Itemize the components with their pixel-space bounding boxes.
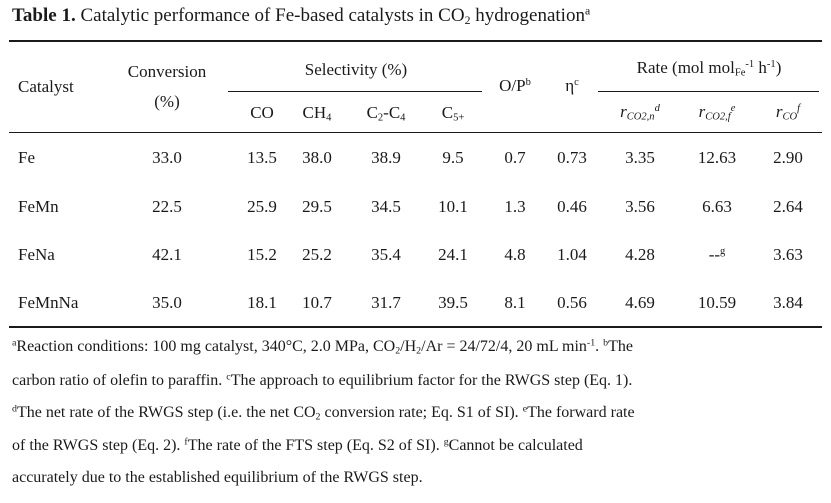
cell-rco2n: 4.28: [625, 245, 655, 264]
cell-eta: 0.56: [557, 293, 587, 312]
cell-co: 18.1: [247, 293, 277, 312]
row-catalyst: FeMnNa: [18, 293, 79, 312]
cell-conversion: 33.0: [152, 148, 182, 167]
header-conversion: Conversion: [127, 62, 207, 81]
header-catalyst: Catalyst: [18, 77, 74, 96]
cell-co: 25.9: [247, 197, 277, 216]
cell-op: 1.3: [504, 197, 526, 216]
cell-rco: 3.63: [773, 245, 803, 264]
cell-co: 15.2: [247, 245, 277, 264]
footnote-line-4: of the RWGS step (Eq. 2). fThe rate of t…: [12, 436, 583, 454]
footnote-line-1: aReaction conditions: 100 mg catalyst, 3…: [12, 337, 633, 357]
cell-op: 8.1: [504, 293, 526, 312]
cell-eta: 0.46: [557, 197, 587, 216]
caption-text: Catalytic performance of Fe-based cataly…: [75, 5, 465, 26]
header-rco2f: rCO2,fe: [698, 102, 736, 123]
table-label: Table 1.: [12, 5, 76, 26]
top-rule: [9, 40, 822, 42]
cell-c5: 24.1: [438, 245, 468, 264]
selectivity-rule: [228, 91, 482, 92]
header-selectivity: Selectivity (%): [304, 60, 408, 79]
cell-ch4: 10.7: [302, 293, 332, 312]
cell-c2c4: 34.5: [371, 197, 401, 216]
cell-conversion: 35.0: [152, 293, 182, 312]
footnote-line-3: dThe net rate of the RWGS step (i.e. the…: [12, 403, 635, 423]
header-op: O/Pb: [499, 76, 531, 95]
cell-ch4: 29.5: [302, 197, 332, 216]
cell-rco2f: 12.63: [697, 148, 737, 167]
cell-op: 0.7: [504, 148, 526, 167]
caption-footnote-mark: a: [584, 4, 591, 18]
header-ch4: CH4: [302, 103, 332, 124]
row-catalyst: FeNa: [18, 245, 55, 264]
cell-c2c4: 31.7: [371, 293, 401, 312]
header-conversion-unit: (%): [154, 92, 180, 111]
cell-eta: 0.73: [557, 148, 587, 167]
table-caption: Table 1. Catalytic performance of Fe-bas…: [12, 5, 590, 27]
header-rate: Rate (mol molFe-1 h-1): [636, 58, 782, 79]
cell-c5: 9.5: [442, 148, 464, 167]
cell-conversion: 22.5: [152, 197, 182, 216]
header-c5: C5+: [441, 103, 465, 124]
cell-rco2f: --g: [708, 245, 726, 264]
cell-rco: 3.84: [773, 293, 803, 312]
cell-op: 4.8: [504, 245, 526, 264]
cell-c2c4: 38.9: [371, 148, 401, 167]
header-c2c4: C2-C4: [366, 103, 406, 124]
cell-rco: 2.64: [773, 197, 803, 216]
header-rco: rCOf: [775, 102, 801, 123]
header-eta: ηc: [565, 76, 579, 95]
cell-rco2f: 6.63: [702, 197, 732, 216]
cell-c5: 39.5: [438, 293, 468, 312]
footnote-line-2: carbon ratio of olefin to paraffin. cThe…: [12, 371, 633, 389]
cell-conversion: 42.1: [152, 245, 182, 264]
cell-c5: 10.1: [438, 197, 468, 216]
cell-eta: 1.04: [557, 245, 587, 264]
cell-rco2n: 3.35: [625, 148, 655, 167]
cell-rco2f: 10.59: [697, 293, 737, 312]
cell-c2c4: 35.4: [371, 245, 401, 264]
rate-rule: [598, 91, 819, 92]
cell-rco: 2.90: [773, 148, 803, 167]
cell-ch4: 25.2: [302, 245, 332, 264]
header-bottom-rule: [9, 132, 822, 133]
footnote-line-5: accurately due to the established equili…: [12, 469, 423, 486]
header-rco2n: rCO2,nd: [620, 102, 660, 123]
row-catalyst: Fe: [18, 148, 35, 167]
row-catalyst: FeMn: [18, 197, 59, 216]
header-co: CO: [250, 103, 274, 122]
cell-rco2n: 4.69: [625, 293, 655, 312]
cell-rco2n: 3.56: [625, 197, 655, 216]
bottom-rule: [9, 326, 822, 328]
caption-sub: 2: [464, 13, 471, 27]
cell-ch4: 38.0: [302, 148, 332, 167]
caption-text-post: hydrogenation: [470, 5, 585, 26]
cell-co: 13.5: [247, 148, 277, 167]
